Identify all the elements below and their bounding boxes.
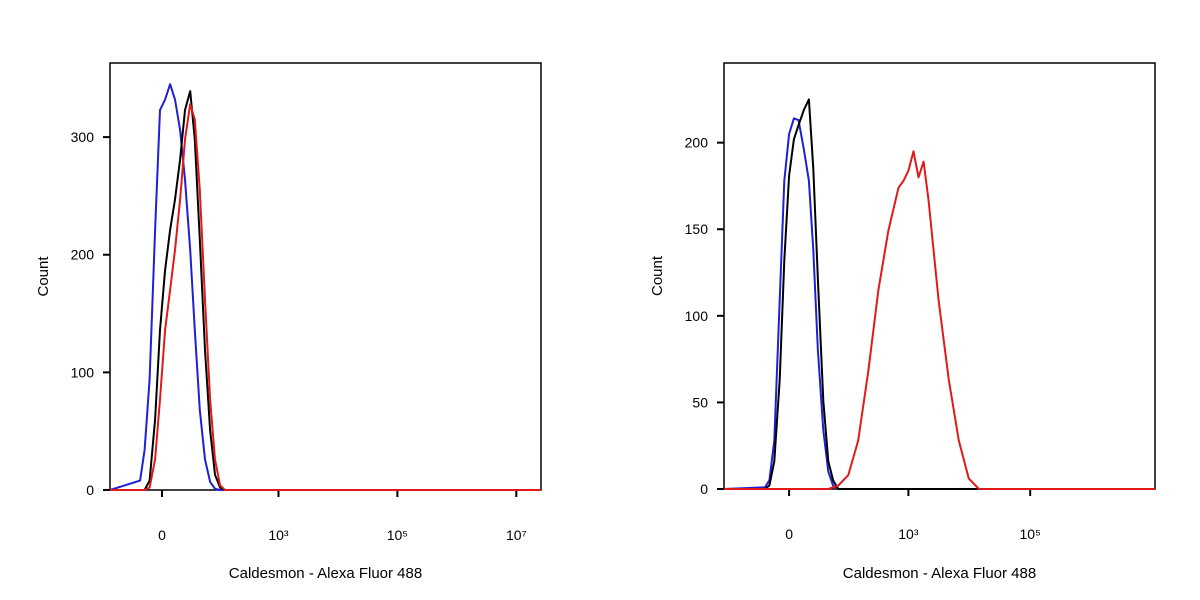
histogram-line bbox=[724, 98, 1155, 490]
x-tick-label: 0 bbox=[158, 527, 166, 543]
y-tick-label: 200 bbox=[685, 135, 709, 151]
x-tick-label: 10⁷ bbox=[506, 527, 527, 543]
x-tick-label: 10⁵ bbox=[387, 527, 408, 543]
y-tick-label: 300 bbox=[71, 129, 95, 145]
x-axis-label: Caldesmon - Alexa Fluor 488 bbox=[229, 565, 422, 582]
histogram-line bbox=[110, 103, 541, 491]
y-axis-label: Count bbox=[649, 255, 666, 296]
histogram-line bbox=[109, 83, 541, 491]
y-axis-label: Count bbox=[35, 256, 52, 297]
plot-frame bbox=[723, 62, 1156, 490]
y-tick-label: 50 bbox=[692, 394, 708, 410]
x-tick-label: 10³ bbox=[268, 527, 289, 543]
x-tick-label: 10³ bbox=[898, 526, 919, 542]
y-tick-label: 0 bbox=[86, 482, 94, 498]
plot-frame bbox=[109, 62, 542, 491]
x-tick-label: 0 bbox=[785, 526, 793, 542]
y-tick-label: 0 bbox=[700, 481, 708, 497]
y-tick-label: 100 bbox=[71, 364, 95, 380]
x-axis-label: Caldesmon - Alexa Fluor 488 bbox=[843, 565, 1036, 582]
y-tick-label: 200 bbox=[71, 247, 95, 263]
y-tick-label: 100 bbox=[685, 308, 709, 324]
histogram-line bbox=[110, 90, 541, 491]
y-tick-label: 150 bbox=[685, 221, 709, 237]
histogram-line bbox=[724, 150, 1155, 490]
x-tick-label: 10⁵ bbox=[1020, 526, 1041, 542]
